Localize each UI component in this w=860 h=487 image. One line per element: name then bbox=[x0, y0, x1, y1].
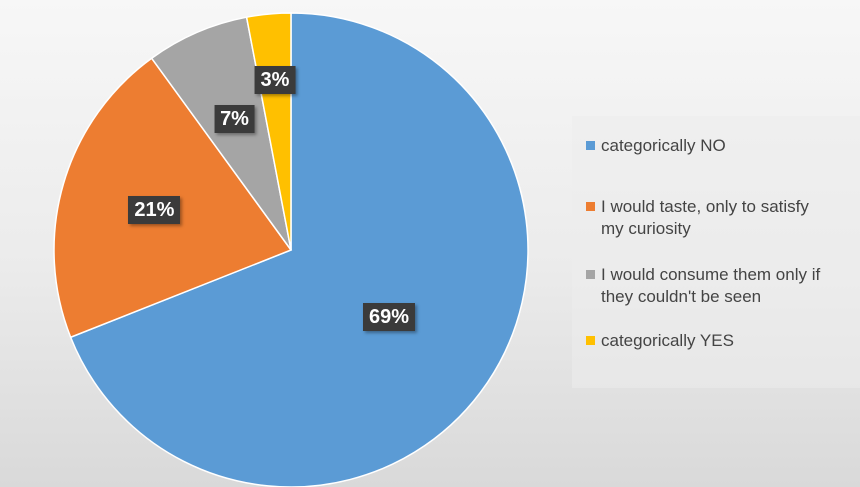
legend-label: categorically YES bbox=[601, 331, 734, 350]
pie-slice bbox=[69, 12, 529, 487]
legend-swatch bbox=[586, 270, 595, 279]
legend-label: categorically NO bbox=[601, 136, 726, 155]
legend: categorically NO I would taste, only to … bbox=[572, 116, 860, 388]
data-label: 69% bbox=[362, 302, 416, 331]
legend-swatch bbox=[586, 141, 595, 150]
legend-swatch bbox=[586, 336, 595, 345]
data-label: 7% bbox=[214, 105, 255, 134]
legend-label: I would taste, only to satisfy my curios… bbox=[601, 197, 809, 238]
data-label: 3% bbox=[254, 66, 296, 95]
legend-swatch bbox=[586, 202, 595, 211]
legend-label: I would consume them only if they couldn… bbox=[601, 265, 821, 306]
data-label: 21% bbox=[128, 196, 181, 225]
